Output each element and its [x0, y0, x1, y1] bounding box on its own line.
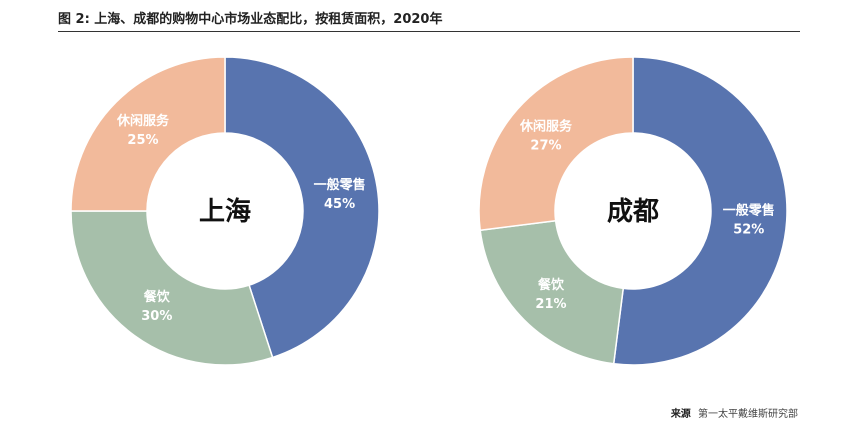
slice-category-label: 餐饮 — [143, 289, 171, 305]
donut-slice-food-beverage — [70, 210, 274, 366]
slice-category-label: 餐饮 — [537, 277, 565, 293]
figure-title: 图 2: 上海、成都的购物中心市场业态配比，按租赁面积，2020年 — [58, 12, 443, 27]
slice-category-label: 休闲服务 — [519, 118, 573, 134]
slice-category-label: 一般零售 — [314, 177, 366, 193]
title-divider — [58, 31, 800, 32]
source-label: 来源 — [670, 409, 691, 420]
slice-value-label: 30% — [141, 309, 172, 324]
slice-category-label: 一般零售 — [723, 202, 775, 218]
source-text: 第一太平戴维斯研究部 — [698, 409, 798, 420]
donut-center-label: 成都 — [607, 197, 659, 227]
slice-value-label: 45% — [324, 197, 355, 212]
donut-center-label: 上海 — [199, 197, 251, 227]
donut-slice-leisure — [478, 56, 634, 232]
slice-value-label: 21% — [535, 297, 566, 312]
slice-value-label: 25% — [127, 133, 158, 148]
slice-category-label: 休闲服务 — [116, 113, 170, 129]
donut-slice-retail — [224, 56, 380, 359]
donut-chart-1: 一般零售 45% 餐饮 30% 休闲服务 25% 上海 — [70, 56, 380, 366]
donut-slice-retail — [612, 56, 788, 366]
donut-slice-food-beverage — [479, 219, 625, 365]
donut-slice-leisure — [70, 56, 226, 212]
slice-value-label: 27% — [530, 138, 561, 153]
slice-value-label: 52% — [733, 222, 764, 237]
source-note: 来源 第一太平戴维斯研究部 — [671, 405, 798, 420]
donut-chart-2: 一般零售 52% 餐饮 21% 休闲服务 27% 成都 — [478, 56, 788, 366]
